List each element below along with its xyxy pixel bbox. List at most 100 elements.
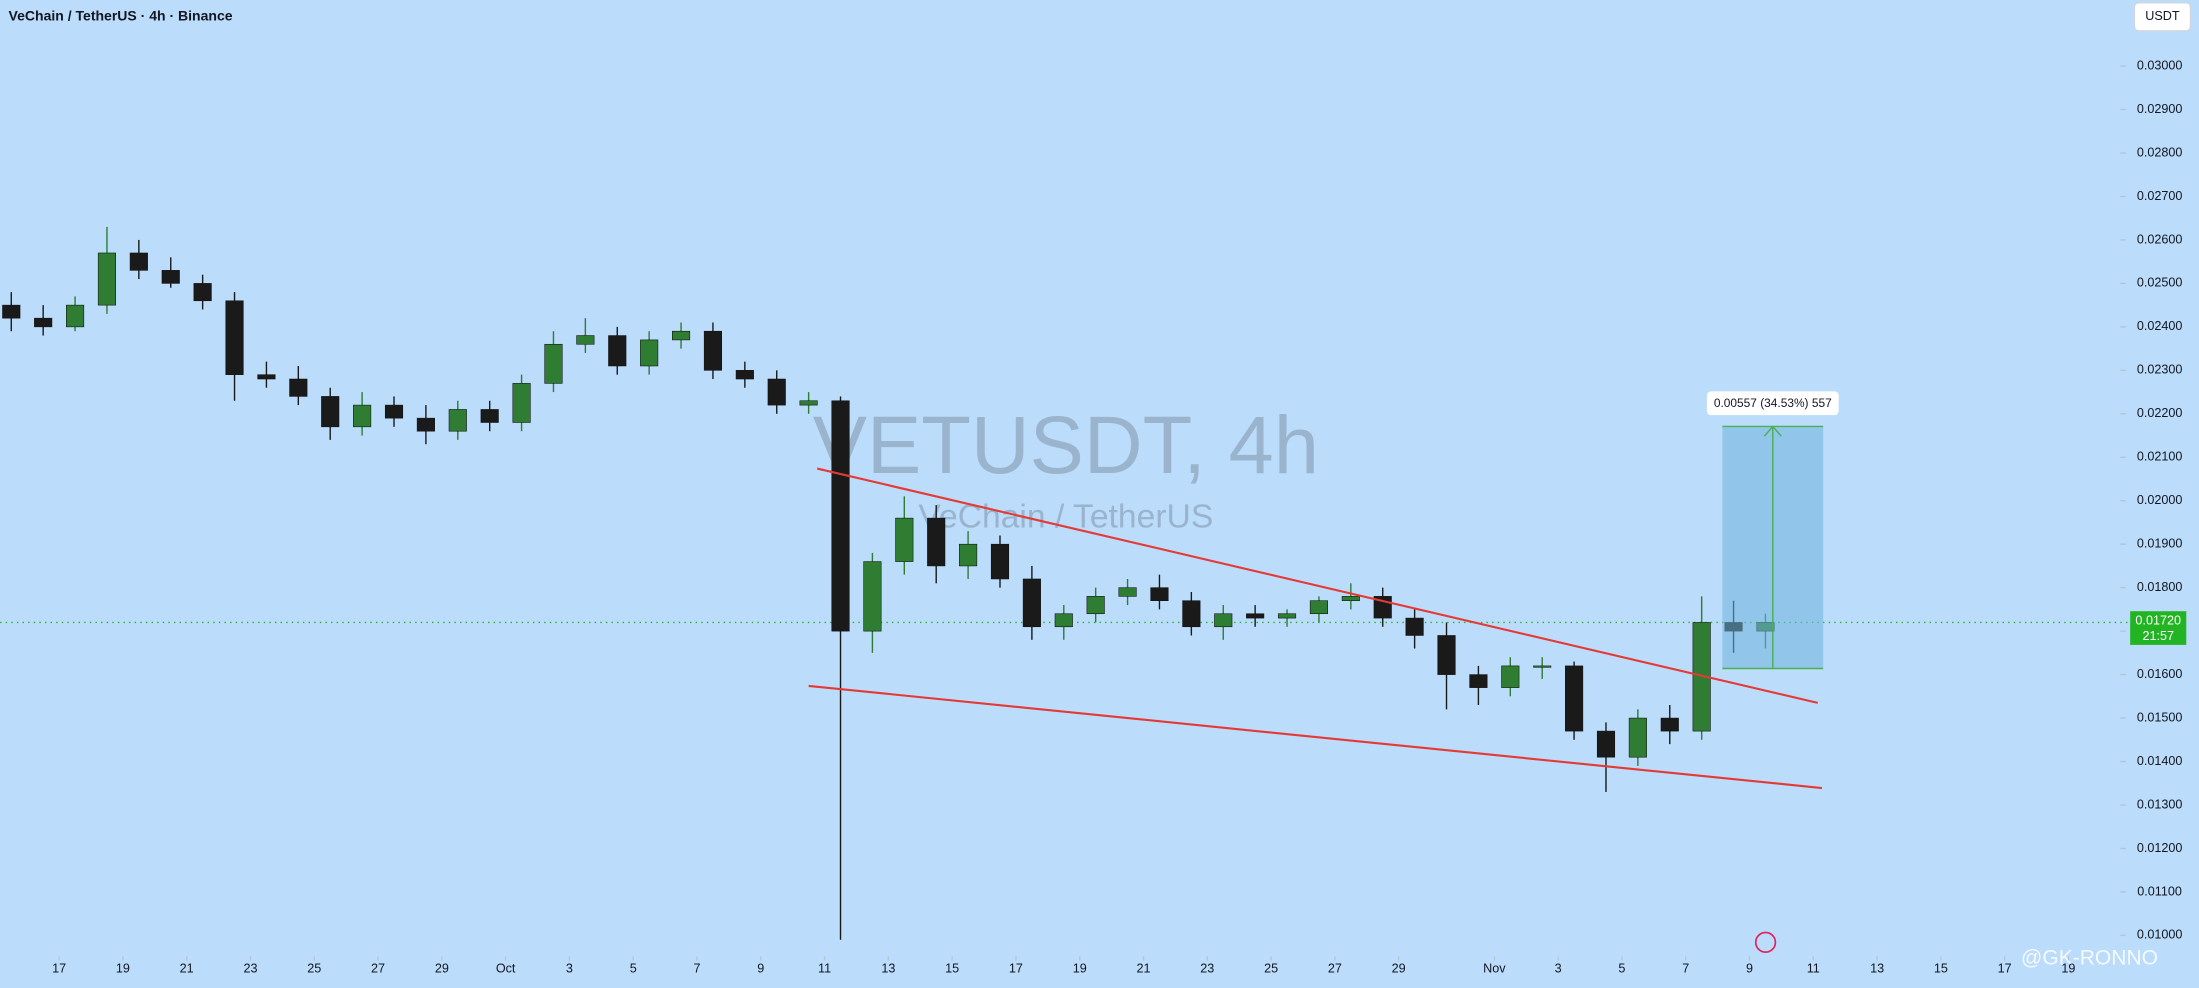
candle-body [767, 378, 786, 406]
candle-body [1054, 613, 1073, 628]
last-price-label: 0.01720 [2135, 613, 2181, 627]
candle-body [384, 404, 404, 419]
x-tick-label: 27 [371, 961, 385, 975]
x-tick-label: 19 [1073, 961, 1087, 975]
candle-body [1565, 665, 1584, 732]
watermark: VETUSDT, 4h [813, 400, 1319, 491]
y-tick-label: 0.01100 [2137, 884, 2182, 898]
y-tick-label: 0.01000 [2137, 928, 2183, 942]
candle-body [959, 543, 978, 567]
candle-body [416, 417, 435, 432]
trendline [808, 684, 1823, 790]
x-tick-label: 17 [1998, 961, 2012, 975]
y-tick-label: 0.01600 [2137, 667, 2183, 681]
candle-body [1118, 587, 1137, 597]
x-tick-label: 23 [1200, 961, 1214, 975]
x-tick-label: 15 [945, 961, 959, 975]
candle-body [1469, 674, 1488, 688]
y-tick-label: 0.01800 [2137, 580, 2183, 594]
candle-body [863, 561, 882, 632]
y-tick-label: 0.03000 [2137, 58, 2183, 72]
candle-body [448, 409, 467, 432]
candle-body [257, 374, 276, 380]
y-tick-label: 0.02300 [2137, 363, 2183, 377]
measure-label-box [1706, 391, 1839, 416]
x-tick-label: 3 [566, 961, 573, 975]
candle-body [1596, 730, 1616, 758]
y-tick-label: 0.02400 [2137, 319, 2183, 333]
candle-body [1437, 635, 1456, 675]
candle-body [895, 517, 914, 562]
x-tick-label: 25 [307, 961, 321, 975]
currency-label[interactable]: USDT [2145, 9, 2180, 23]
currency-button[interactable] [2133, 2, 2192, 32]
candle-body [1628, 717, 1647, 758]
candle-body [225, 300, 244, 375]
x-tick-label: 5 [1618, 961, 1625, 975]
candle-body [66, 304, 85, 328]
x-tick-label: 25 [1264, 961, 1278, 975]
x-tick-label: 19 [116, 961, 130, 975]
x-tick-label: 11 [818, 961, 831, 975]
candle-body [1182, 600, 1201, 628]
x-tick-label: 27 [1328, 961, 1342, 975]
candle-body [672, 330, 691, 341]
x-tick-label: Oct [496, 961, 516, 975]
y-tick-label: 0.01500 [2137, 710, 2183, 724]
y-tick-label: 0.01900 [2137, 537, 2183, 551]
x-tick-label: 19 [2061, 961, 2075, 975]
candle-body [927, 517, 946, 567]
x-tick-label: 9 [757, 961, 764, 975]
y-tick-label: 0.01200 [2137, 841, 2183, 855]
y-tick-label: 0.02200 [2137, 406, 2183, 420]
candle-body [1022, 578, 1041, 628]
candle-body [1086, 596, 1105, 615]
candle-body [353, 404, 372, 428]
candle-body [1246, 613, 1265, 619]
candle-body [608, 335, 627, 367]
y-tick-label: 0.02900 [2137, 102, 2183, 116]
x-tick-label: 29 [1392, 961, 1406, 975]
candle-body [1341, 596, 1360, 601]
candle-body [1150, 587, 1169, 601]
candle-body [990, 543, 1010, 580]
candle-body [735, 370, 754, 380]
x-tick-label: 11 [1807, 961, 1820, 975]
x-tick-label: 13 [881, 961, 895, 975]
x-tick-label: 15 [1934, 961, 1948, 975]
credit: @GK-RONNO [2021, 947, 2158, 970]
x-tick-label: 3 [1555, 961, 1562, 975]
candle-body [799, 400, 818, 406]
x-tick-label: 21 [1137, 961, 1151, 975]
candle-body [1533, 665, 1552, 668]
y-tick-label: 0.02000 [2137, 493, 2183, 507]
candle-body [544, 343, 563, 384]
measure-label: 0.00557 (34.53%) 557 [1714, 396, 1832, 410]
candle-body [512, 383, 531, 423]
x-tick-label: 9 [1746, 961, 1753, 975]
candle-body [1214, 613, 1233, 628]
candle-body [1501, 665, 1520, 688]
last-price-time: 21:57 [2142, 629, 2174, 643]
candle-body [129, 252, 148, 271]
x-tick-label: 7 [693, 961, 700, 975]
y-tick-label: 0.02600 [2137, 232, 2183, 246]
alert-icon[interactable] [1754, 931, 1777, 953]
y-tick-label: 0.02100 [2137, 450, 2183, 464]
watermark-subtitle: VeChain / TetherUS [918, 499, 1213, 536]
candle-body [1660, 717, 1679, 732]
candle-body [193, 283, 212, 302]
candle-body [2, 304, 21, 319]
candle-body [161, 270, 180, 284]
y-tick-label: 0.02800 [2137, 145, 2183, 159]
candle-body [321, 396, 340, 428]
candle-body [1277, 613, 1297, 619]
x-tick-label: 21 [180, 961, 194, 975]
x-tick-label: 17 [1009, 961, 1023, 975]
trendline [817, 467, 1819, 704]
x-tick-label: 17 [52, 961, 66, 975]
x-tick-label: 7 [1682, 961, 1689, 975]
candle-body [831, 400, 850, 632]
